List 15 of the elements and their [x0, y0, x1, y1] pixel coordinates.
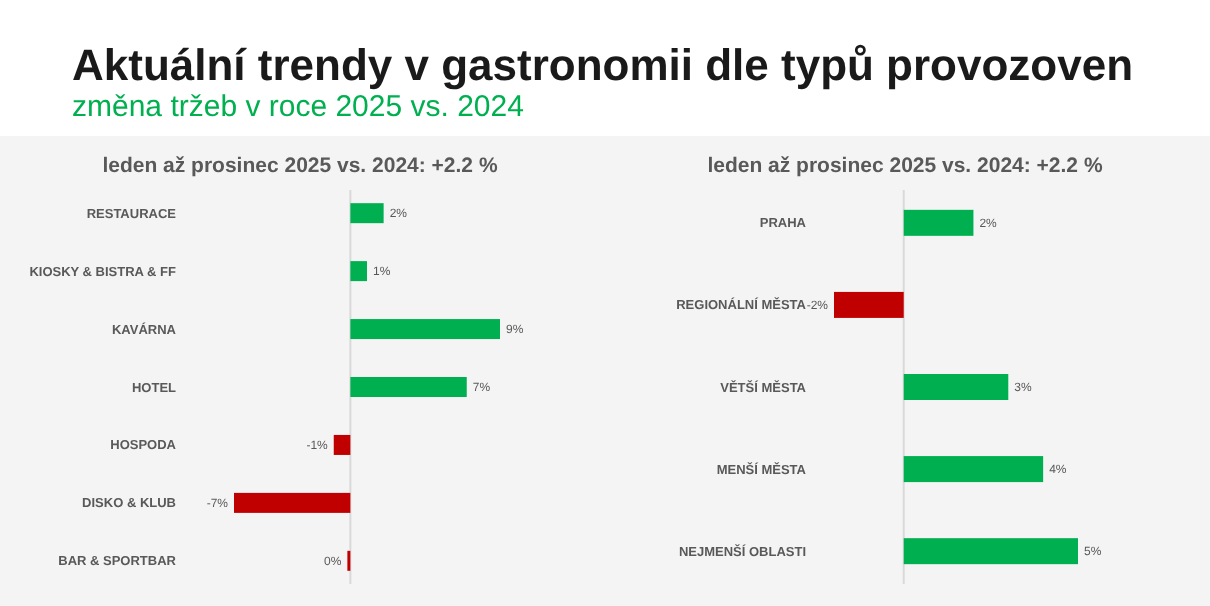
bar — [903, 374, 1009, 400]
bar — [333, 434, 351, 455]
bar — [350, 377, 467, 397]
bar — [350, 319, 500, 340]
text: Aktuální trendy v gastronomii dle typů provozoven — [72, 40, 1134, 90]
bar — [903, 456, 1044, 483]
bar — [903, 209, 974, 236]
bar — [903, 538, 1078, 565]
bar — [234, 492, 351, 513]
chart-title: leden až prosinec 2025 vs. 2024: +2.2 % — [102, 154, 499, 178]
bar — [350, 261, 367, 282]
bar — [350, 203, 384, 224]
chart-title: leden až prosinec 2025 vs. 2024: +2.2 % — [707, 154, 1104, 178]
text: změna tržeb v roce 2025 vs. 2024 — [72, 90, 524, 124]
bar — [834, 291, 904, 318]
